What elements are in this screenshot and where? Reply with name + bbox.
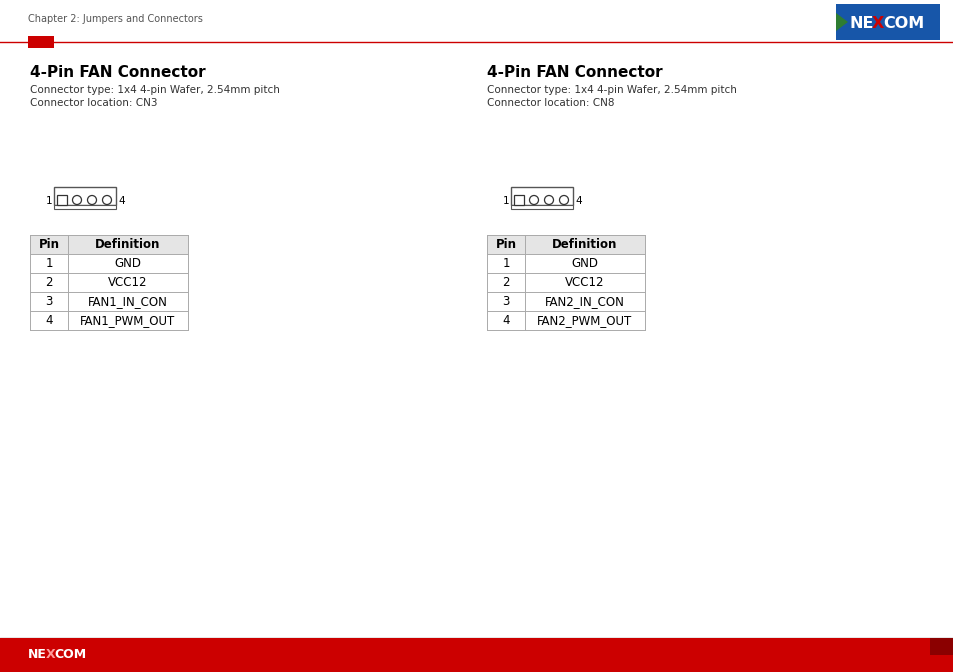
Text: X: X — [46, 648, 55, 661]
Bar — [511, 187, 573, 205]
Circle shape — [72, 196, 81, 204]
Text: FAN2_PWM_OUT: FAN2_PWM_OUT — [537, 314, 632, 327]
Text: 4: 4 — [118, 196, 125, 206]
Text: GND: GND — [114, 257, 141, 270]
Text: X: X — [871, 15, 883, 30]
Bar — [486, 235, 644, 254]
Text: 1: 1 — [46, 196, 52, 206]
Text: 1: 1 — [501, 257, 509, 270]
Text: NE: NE — [849, 15, 874, 30]
Bar — [929, 655, 953, 672]
Text: Definition: Definition — [95, 238, 160, 251]
Bar — [28, 36, 54, 48]
Text: FAN1_PWM_OUT: FAN1_PWM_OUT — [80, 314, 175, 327]
Text: NE: NE — [28, 648, 47, 661]
Text: 2: 2 — [45, 276, 52, 289]
Text: 3: 3 — [502, 295, 509, 308]
Text: VCC12: VCC12 — [565, 276, 604, 289]
Text: 4-Pin FAN Connector: 4-Pin FAN Connector — [486, 65, 662, 80]
Circle shape — [529, 196, 537, 204]
Bar — [54, 205, 116, 209]
Bar — [57, 195, 67, 205]
Bar — [30, 235, 188, 254]
Circle shape — [544, 196, 553, 204]
Bar — [54, 187, 116, 205]
Polygon shape — [835, 13, 847, 31]
Text: Connector type: 1x4 4-pin Wafer, 2.54mm pitch: Connector type: 1x4 4-pin Wafer, 2.54mm … — [30, 85, 279, 95]
Text: 3: 3 — [45, 295, 52, 308]
Text: 2: 2 — [501, 276, 509, 289]
Text: 1: 1 — [502, 196, 509, 206]
Text: 4: 4 — [575, 196, 581, 206]
Text: FAN1_IN_CON: FAN1_IN_CON — [88, 295, 168, 308]
Text: 4: 4 — [501, 314, 509, 327]
Text: Definition: Definition — [552, 238, 617, 251]
Text: VCC12: VCC12 — [108, 276, 148, 289]
Circle shape — [558, 196, 568, 204]
Bar — [929, 638, 953, 655]
Text: Pin: Pin — [495, 238, 516, 251]
Text: Connector type: 1x4 4-pin Wafer, 2.54mm pitch: Connector type: 1x4 4-pin Wafer, 2.54mm … — [486, 85, 736, 95]
Bar — [514, 195, 523, 205]
Text: 4: 4 — [45, 314, 52, 327]
Text: Connector location: CN3: Connector location: CN3 — [30, 98, 157, 108]
Bar — [835, 4, 939, 40]
Text: FAN2_IN_CON: FAN2_IN_CON — [544, 295, 624, 308]
Circle shape — [102, 196, 112, 204]
Circle shape — [88, 196, 96, 204]
Bar — [0, 638, 953, 672]
Text: 1: 1 — [45, 257, 52, 270]
Text: Connector location: CN8: Connector location: CN8 — [486, 98, 614, 108]
Text: GND: GND — [571, 257, 598, 270]
Text: Chapter 2: Jumpers and Connectors: Chapter 2: Jumpers and Connectors — [28, 14, 203, 24]
Bar — [511, 205, 573, 209]
Text: COM: COM — [54, 648, 86, 661]
Text: Pin: Pin — [38, 238, 59, 251]
Text: COM: COM — [882, 15, 923, 30]
Text: 4-Pin FAN Connector: 4-Pin FAN Connector — [30, 65, 206, 80]
